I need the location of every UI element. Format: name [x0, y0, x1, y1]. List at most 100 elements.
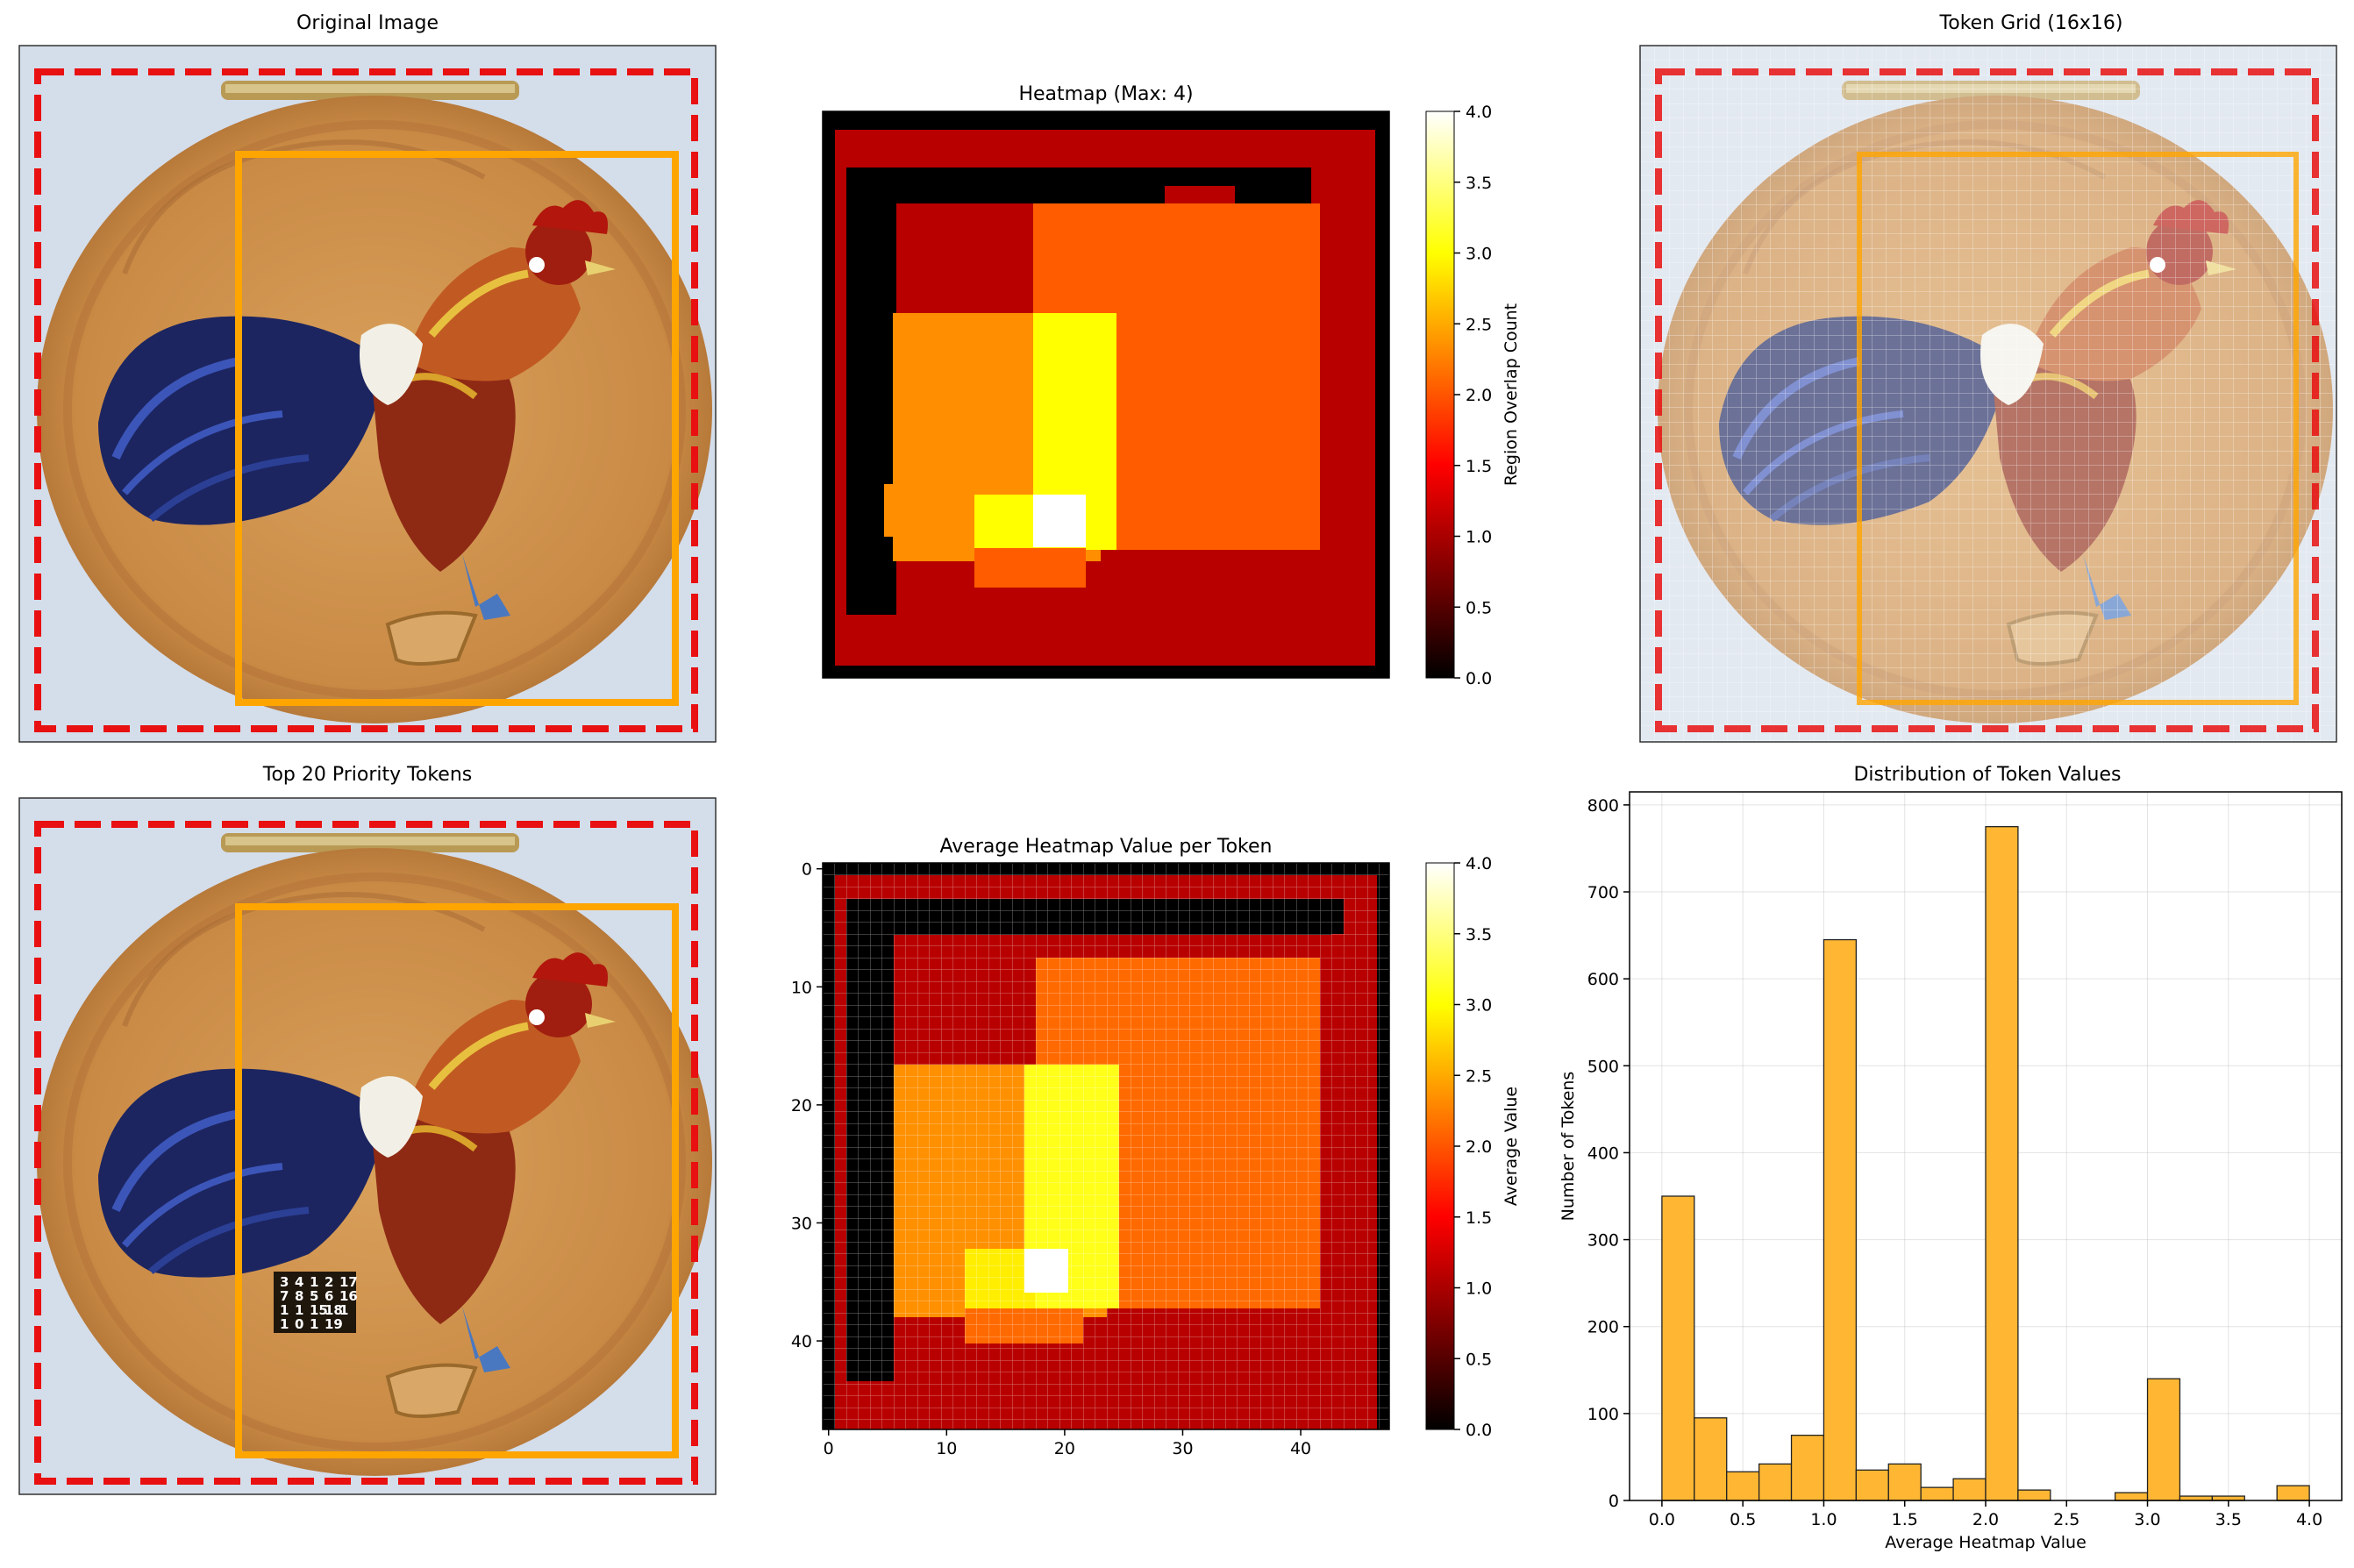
histogram-bar	[1920, 1486, 1954, 1501]
x-axis-label: Average Heatmap Value	[1885, 1533, 2086, 1552]
hist-title: Distribution of Token Values	[1853, 764, 2121, 786]
grid-title: Token Grid (16x16)	[1939, 12, 2123, 34]
token-rank-label: 1	[295, 1302, 303, 1318]
y-tick-label: 100	[1587, 1405, 1619, 1424]
heatmap-image	[822, 110, 1390, 679]
colorbar-tick-label: 3.0	[1466, 245, 1492, 264]
token-rank-label: 7	[280, 1288, 289, 1304]
token-rank-label: 1	[280, 1316, 289, 1332]
histogram-bar	[2146, 1378, 2181, 1501]
colorbar-tick-label: 1.5	[1466, 1208, 1492, 1228]
x-tick-label: 20	[1054, 1439, 1075, 1458]
colorbar-tick-label: 2.0	[1466, 386, 1492, 405]
y-tick-label: 0	[1609, 1492, 1619, 1511]
histogram-bar	[1823, 938, 1858, 1501]
histogram-bar	[1758, 1463, 1793, 1501]
histogram-bar	[2114, 1492, 2149, 1501]
avg-heatmap-image	[822, 862, 1390, 1430]
histogram-bar	[1952, 1478, 1987, 1501]
y-tick-label: 0	[802, 860, 812, 880]
original-image	[19, 46, 716, 742]
histogram-bar	[2017, 1489, 2051, 1501]
colorbar-tick-label: 3.5	[1466, 925, 1492, 944]
colorbar-tick-label: 0.5	[1466, 598, 1492, 617]
histogram-bar	[1790, 1434, 1825, 1501]
x-tick-label: 10	[936, 1439, 957, 1458]
colorbar-tick-label: 0.0	[1466, 669, 1492, 688]
y-tick-label: 40	[791, 1332, 812, 1351]
histogram-chart: 0.0 0.5 1.0 1.5 2.0 2.5 3.0 3.5 4.0 0 100 200 300 400…	[1559, 791, 2343, 1552]
colorbar-tick-label: 1.0	[1466, 528, 1492, 547]
token-rank-label: 8	[295, 1288, 303, 1304]
token-rank-label: 1	[310, 1274, 318, 1290]
histogram-bar	[1726, 1471, 1760, 1501]
y-tick-label: 400	[1587, 1144, 1619, 1163]
token-rank-label: 1	[280, 1302, 289, 1318]
y-tick-label: 20	[791, 1096, 812, 1115]
token-label-bg	[274, 1272, 356, 1333]
token-rank-label: 1	[310, 1316, 318, 1332]
y-tick-label: 500	[1587, 1057, 1619, 1076]
token-rank-label: 1	[339, 1302, 348, 1318]
solid-region-box	[235, 903, 679, 1458]
histogram-bar	[1855, 1469, 1889, 1501]
x-tick-label: 0.5	[1730, 1510, 1756, 1529]
colorbar-tick-label: 0.0	[1466, 1421, 1492, 1440]
heatmap-colorbar-label: Region Overlap Count	[1502, 303, 1521, 486]
colorbar-tick-label: 2.5	[1466, 1066, 1492, 1086]
x-tick-label: 0	[824, 1439, 834, 1458]
avg-colorbar-label: Average Value	[1502, 1087, 1521, 1206]
x-tick-label: 0.0	[1649, 1510, 1675, 1529]
token-rank-label: 3	[280, 1274, 289, 1290]
y-tick-label: 30	[791, 1214, 812, 1233]
colorbar-tick-label: 4.0	[1466, 854, 1492, 873]
colorbar-tick-label: 2.5	[1466, 315, 1492, 334]
dashed-region-box	[34, 68, 698, 732]
x-tick-label: 40	[1290, 1439, 1311, 1458]
x-tick-label: 2.5	[2053, 1510, 2079, 1529]
x-tick-label: 1.5	[1892, 1510, 1918, 1529]
histogram-bar	[1985, 826, 2019, 1501]
avg-title: Average Heatmap Value per Token	[940, 836, 1273, 858]
heatmap-colorbar: 0.0 0.5 1.0 1.5 2.0 2.5 3.0 3.5 4.0 Region Overl…	[1425, 103, 1521, 688]
x-tick-label: 3.0	[2134, 1510, 2160, 1529]
y-tick-label: 300	[1587, 1231, 1619, 1251]
y-tick-label: 700	[1587, 883, 1619, 902]
x-tick-label: 1.0	[1810, 1510, 1837, 1529]
y-tick-label: 200	[1587, 1318, 1619, 1337]
y-tick-label: 600	[1587, 970, 1619, 989]
histogram-bar	[1887, 1463, 1922, 1501]
x-tick-label: 4.0	[2296, 1510, 2322, 1529]
original-title: Original Image	[296, 12, 439, 34]
colorbar-tick-label: 3.0	[1466, 996, 1492, 1016]
avg-axis-ticks: 0 10 20 30 40 0 10 20 30 40	[791, 860, 1311, 1458]
token-rank-label: 16	[339, 1288, 358, 1304]
solid-region-box	[1857, 152, 2299, 705]
colorbar-tick-label: 2.0	[1466, 1137, 1492, 1157]
dashed-region-box	[1655, 68, 2319, 732]
token-rank-label: 5	[310, 1288, 318, 1304]
colorbar-tick-label: 1.0	[1466, 1279, 1492, 1299]
colorbar-tick-label: 0.5	[1466, 1350, 1492, 1369]
token-rank-label: 4	[295, 1274, 303, 1290]
histogram-bar	[1694, 1417, 1728, 1501]
y-axis-label: Number of Tokens	[1559, 1072, 1578, 1222]
colorbar-tick-label: 4.0	[1466, 103, 1492, 122]
x-tick-label: 30	[1172, 1439, 1193, 1458]
token-grid-image	[1640, 46, 2336, 742]
priority-title: Top 20 Priority Tokens	[262, 764, 472, 786]
histogram-bar	[2276, 1485, 2310, 1501]
token-rank-label: 2	[325, 1274, 333, 1290]
x-tick-label: 2.0	[1972, 1510, 1999, 1529]
token-rank-label: 0	[295, 1316, 303, 1332]
token-rank-label: 6	[325, 1288, 333, 1304]
solid-region-box	[235, 151, 679, 706]
token-rank-label: 18	[325, 1302, 343, 1318]
token-rank-label: 19	[325, 1316, 343, 1332]
colorbar-tick-label: 1.5	[1466, 457, 1492, 476]
y-tick-label: 800	[1587, 796, 1619, 816]
avg-colorbar: 0.0 0.5 1.0 1.5 2.0 2.5 3.0 3.5 4.0 Average Valu…	[1425, 854, 1521, 1440]
